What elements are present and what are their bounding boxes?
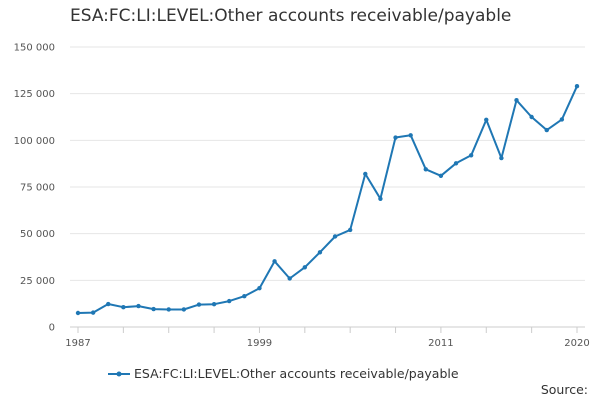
y-tick-label: 75 000 bbox=[20, 183, 55, 194]
x-tick-label: 2011 bbox=[428, 338, 453, 349]
legend-swatch bbox=[108, 371, 130, 376]
data-point[interactable] bbox=[90, 310, 96, 315]
data-point[interactable] bbox=[408, 133, 413, 138]
data-point[interactable] bbox=[166, 307, 171, 312]
data-point[interactable] bbox=[317, 250, 323, 255]
data-point[interactable] bbox=[151, 306, 156, 312]
legend-label: ESA:FC:LI:LEVEL:Other accounts receivabl… bbox=[134, 366, 459, 381]
x-tick-label: 2020 bbox=[564, 338, 589, 349]
data-point[interactable] bbox=[136, 303, 141, 309]
data-point[interactable] bbox=[574, 84, 580, 89]
axis-layer: 0 25 000 50 000 75 000 100 000 125 000 150 000… bbox=[14, 43, 590, 350]
data-point[interactable] bbox=[227, 298, 232, 304]
data-point[interactable] bbox=[468, 153, 474, 158]
y-tick-label: 0 bbox=[49, 323, 55, 334]
x-tick-label: 1987 bbox=[65, 338, 90, 349]
y-tick-label: 125 000 bbox=[14, 89, 55, 100]
data-point[interactable] bbox=[347, 227, 353, 233]
y-tick-label: 25 000 bbox=[20, 276, 55, 287]
data-point[interactable] bbox=[332, 234, 338, 239]
data-point[interactable] bbox=[484, 117, 489, 123]
data-point[interactable] bbox=[257, 285, 262, 291]
data-point[interactable] bbox=[393, 135, 398, 140]
series-line bbox=[77, 85, 578, 314]
legend[interactable]: ESA:FC:LI:LEVEL:Other accounts receivabl… bbox=[108, 366, 459, 381]
data-point[interactable] bbox=[453, 161, 459, 166]
data-point[interactable] bbox=[106, 301, 111, 307]
data-point[interactable] bbox=[287, 276, 292, 281]
source-label: Source: bbox=[540, 382, 588, 397]
data-point[interactable] bbox=[544, 127, 549, 133]
data-point[interactable] bbox=[559, 117, 565, 122]
chart-title: ESA:FC:LI:LEVEL:Other accounts receivabl… bbox=[70, 6, 512, 26]
data-point[interactable] bbox=[514, 98, 519, 103]
data-point[interactable] bbox=[211, 302, 217, 307]
x-tick-label: 1999 bbox=[247, 338, 272, 349]
data-point[interactable] bbox=[121, 305, 126, 310]
data-point[interactable] bbox=[438, 173, 444, 178]
data-point[interactable] bbox=[302, 265, 308, 270]
data-point[interactable] bbox=[378, 196, 383, 201]
data-point[interactable] bbox=[529, 114, 534, 120]
data-point[interactable] bbox=[363, 171, 368, 177]
data-point[interactable] bbox=[272, 259, 277, 264]
data-point[interactable] bbox=[242, 294, 247, 299]
data-point[interactable] bbox=[499, 155, 504, 161]
y-tick-label: 150 000 bbox=[14, 43, 55, 54]
series-layer bbox=[75, 84, 580, 316]
data-point[interactable] bbox=[196, 302, 202, 307]
y-tick-label: 50 000 bbox=[20, 229, 55, 240]
data-point[interactable] bbox=[423, 167, 428, 172]
y-tick-label: 100 000 bbox=[14, 136, 55, 147]
grid-layer bbox=[70, 46, 585, 281]
data-point[interactable] bbox=[75, 310, 81, 316]
data-point[interactable] bbox=[181, 307, 187, 312]
